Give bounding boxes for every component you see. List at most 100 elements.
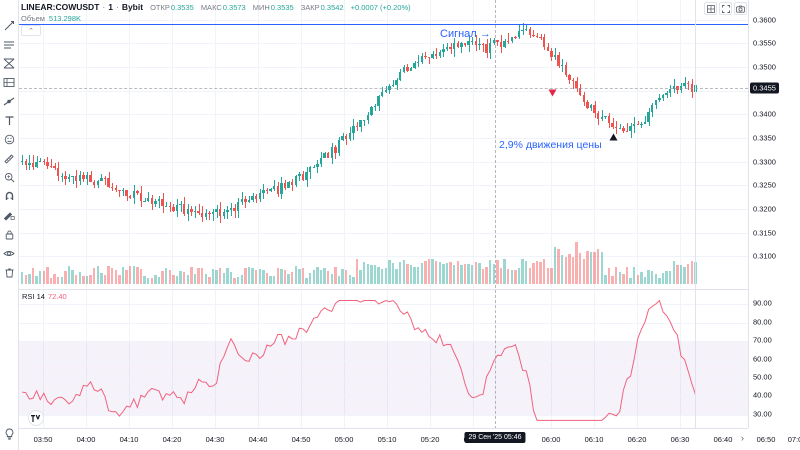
- volume-bar: [186, 274, 189, 284]
- rsi-legend-name: RSI 14: [22, 292, 45, 301]
- price-gridline: [19, 67, 748, 69]
- volume-bar: [219, 268, 222, 284]
- price-pane[interactable]: Сигнал → 2,9% движения цены: [19, 0, 748, 288]
- price-axis-label: 0.3200: [753, 204, 776, 214]
- idea-icon[interactable]: [1, 425, 18, 443]
- price-gridline: [19, 43, 748, 45]
- candle-body: [564, 64, 567, 76]
- buy-marker[interactable]: [609, 128, 618, 146]
- expand-button[interactable]: [719, 2, 732, 15]
- time-gridline: [473, 290, 474, 428]
- toolbar-bottom: [0, 425, 19, 444]
- time-axis-label: 04:00: [76, 435, 96, 444]
- price-axis-label: 0.3550: [753, 38, 776, 48]
- drawing-toolbar: [0, 0, 19, 450]
- lock-icon[interactable]: [1, 225, 18, 243]
- time-gridline: [258, 290, 259, 428]
- trash-icon[interactable]: [1, 263, 18, 281]
- volume-bar: [143, 276, 146, 284]
- zoom-icon[interactable]: [1, 168, 18, 186]
- candle-body: [359, 119, 362, 127]
- crosshair-icon[interactable]: [1, 16, 18, 34]
- time-gridline: [43, 290, 44, 428]
- candle-body: [467, 40, 470, 46]
- price-axis-label: 0.3600: [753, 15, 776, 25]
- camera-button[interactable]: [734, 2, 747, 15]
- magnet-icon[interactable]: [1, 187, 18, 205]
- candle-wick: [198, 203, 200, 216]
- candle-wick: [461, 42, 463, 54]
- volume-bar: [690, 261, 693, 284]
- time-axis-label: 05:10: [377, 435, 397, 444]
- candle-body: [291, 182, 294, 186]
- tradingview-logo-icon[interactable]: [28, 410, 44, 426]
- candle-body: [391, 84, 395, 87]
- time-gridline: [637, 290, 638, 428]
- price-axis[interactable]: 0.36000.35500.35000.34500.34000.33500.33…: [748, 0, 800, 428]
- candle-body: [247, 200, 251, 202]
- candle-body: [381, 92, 384, 97]
- candle-wick: [508, 33, 510, 45]
- fibonacci-icon[interactable]: [1, 54, 18, 72]
- rsi-pane[interactable]: RSI 14 72.40: [19, 289, 748, 428]
- sell-marker[interactable]: [548, 84, 557, 102]
- volume-bar: [211, 269, 215, 284]
- time-axis[interactable]: › 03:50 04:00 04:10 04:20 04:30 04:40 04:50 05:…: [19, 428, 800, 450]
- volume-bar: [683, 266, 686, 284]
- volume-bar: [388, 260, 391, 284]
- volume-bar: [463, 263, 467, 284]
- volume-bar: [514, 270, 517, 284]
- price-axis-label: 0.3150: [753, 228, 776, 238]
- volume-bar: [489, 260, 492, 284]
- candle-body: [111, 186, 114, 189]
- forecast-icon[interactable]: [1, 92, 18, 110]
- candle-body: [24, 161, 27, 165]
- emoji-icon[interactable]: [1, 130, 18, 148]
- candle-body: [618, 127, 621, 129]
- candle-wick: [119, 189, 121, 197]
- price-gridline: [19, 232, 748, 234]
- text-icon[interactable]: [1, 111, 18, 129]
- candle-body: [190, 208, 193, 212]
- volume-bar: [575, 242, 578, 284]
- rsi-axis-label: 70.00: [753, 335, 772, 345]
- volume-bar: [373, 264, 377, 284]
- volume-bar: [330, 273, 333, 284]
- volume-bar: [334, 266, 337, 284]
- candle-wick: [619, 123, 621, 129]
- volume-bar: [147, 278, 150, 284]
- volume-bar: [280, 268, 283, 284]
- pencil-lock-icon[interactable]: [1, 206, 18, 224]
- candle-body: [629, 125, 632, 132]
- volume-bar: [283, 269, 287, 284]
- volume-bar: [377, 267, 380, 284]
- layout-button[interactable]: [704, 2, 717, 15]
- trendline-icon[interactable]: [1, 35, 18, 53]
- time-axis-label: 06:10: [584, 435, 604, 444]
- price-move-annotation: 2,9% движения цены: [499, 139, 602, 151]
- volume-bar: [615, 266, 618, 284]
- volume-bar: [460, 265, 463, 284]
- candle-body: [593, 105, 596, 114]
- price-axis-label: 0.3400: [753, 109, 776, 119]
- volume-bar: [309, 273, 312, 284]
- rsi-gridline: [19, 341, 748, 343]
- candle-wick: [645, 115, 646, 125]
- pattern-icon[interactable]: [1, 73, 18, 91]
- volume-bar: [175, 276, 179, 284]
- chevron-right-icon[interactable]: ›: [741, 433, 744, 443]
- ruler-icon[interactable]: [1, 149, 18, 167]
- candle-wick: [688, 81, 690, 91]
- volume-bar: [247, 267, 251, 284]
- candle-body: [474, 40, 477, 45]
- signal-level-line[interactable]: [19, 24, 748, 25]
- eye-icon[interactable]: [1, 244, 18, 262]
- rsi-axis-label: 50.00: [753, 372, 772, 382]
- candle-wick: [418, 55, 420, 67]
- plot-area[interactable]: Сигнал → 2,9% движения цены RSI 14 72.40: [19, 0, 748, 428]
- candle-wick: [357, 121, 358, 131]
- time-axis-label: 06:00: [541, 435, 561, 444]
- candle-body: [492, 40, 495, 43]
- candle-body: [273, 186, 276, 189]
